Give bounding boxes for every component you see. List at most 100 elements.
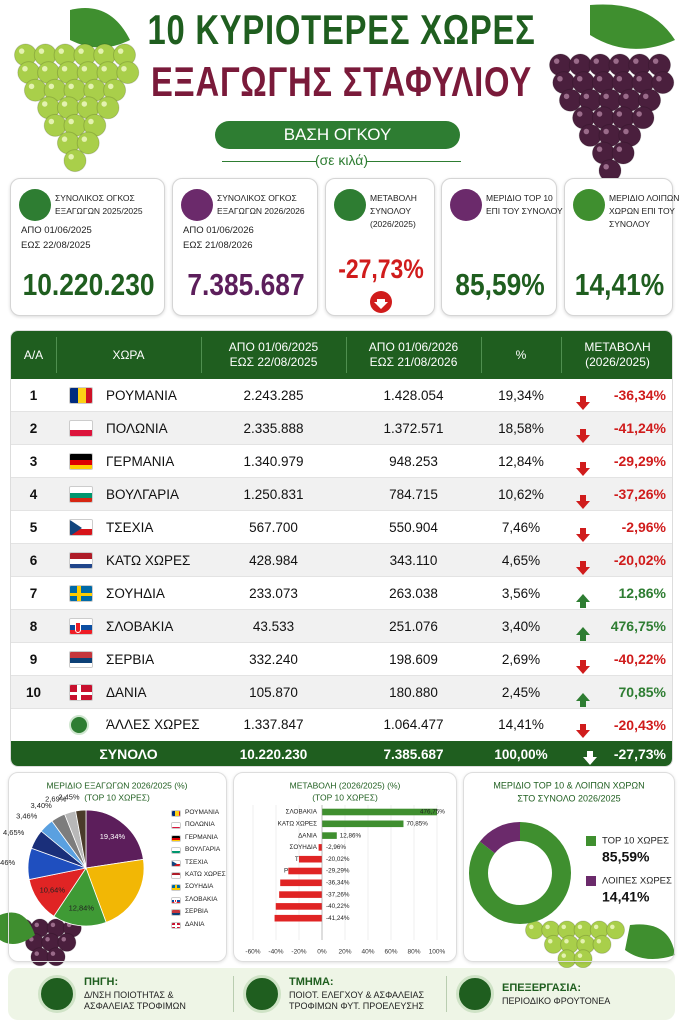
slice-label: 2,69% (45, 795, 67, 804)
flag-cross (175, 922, 177, 928)
leaf (590, 4, 675, 49)
table-cell: 3 (29, 454, 38, 469)
bar (322, 808, 437, 816)
flag-emblem (75, 622, 82, 633)
flag-cross (70, 691, 92, 696)
stat-card: ΣΥΝΟΛΙΚΟΣ ΟΓΚΟΣ ΕΞΑΓΩΓΩΝ 2026/2026 ΑΠΟ 01/… (172, 178, 318, 316)
card-icon (181, 189, 213, 221)
flag (171, 810, 181, 817)
table-cell: ΓΕΡΜΑΝΙΑ (106, 454, 175, 469)
flag (69, 618, 93, 635)
legend-label: ΓΕΡΜΑΝΙΑ (185, 833, 218, 841)
grape-highlight (577, 924, 583, 930)
bar (275, 903, 322, 910)
slice-label: 3,46% (16, 811, 38, 820)
card-value: 7.385.687 (187, 267, 305, 302)
flag-stripe (172, 910, 180, 914)
x-tick-label: 0% (317, 949, 327, 956)
slice-label: 19,34% (100, 832, 126, 841)
card-label: ΣΥΝΟΛΟΥ (609, 219, 651, 229)
table-cell: -41,24% (613, 420, 666, 436)
table-cell: 3,40% (501, 619, 541, 634)
legend-label: ΚΑΤΩ ΧΩΡΕΣ (185, 871, 226, 878)
table-cell: 476,75% (610, 618, 666, 634)
card-label: ΕΞΑΓΩΓΩΝ 2026/2026 (217, 206, 305, 216)
grape-highlight (48, 118, 55, 125)
grape-highlight (656, 76, 662, 82)
bar-value-label: -36,34% (326, 879, 350, 886)
total-row: ΣΥΝΟΛΟ 10.220.230 7.385.687 100,00% -27,73% (11, 741, 672, 766)
card-label: ΧΩΡΩΝ ΕΠΙ ΤΟΥ (609, 206, 675, 216)
grape-highlight (616, 76, 623, 82)
card-label: ΣΥΝΟΛΟΥ (370, 206, 412, 216)
card-value: -27,73% (338, 254, 424, 284)
flag-stripe (172, 914, 180, 916)
stat-card: ΜΕΡΙΔΙΟ ΛΟΙΠΩΝ ΧΩΡΩΝ ΕΠΙ ΤΟΥ ΣΥΝΟΛΟΥ 14,41% (564, 178, 679, 316)
grape-highlight (636, 76, 642, 82)
table-cell: 8 (29, 619, 38, 634)
table-cell: 1.064.477 (383, 717, 444, 732)
footer-title: ΠΗΓΗ: (84, 976, 119, 988)
category-label: ΔΑΝΙΑ (298, 832, 318, 839)
down-arrow (576, 521, 590, 542)
grape-highlight (81, 101, 88, 107)
footer-title: ΤΜΗΜΑ: (289, 976, 334, 988)
footer-text: ΑΣΦΑΛΕΙΑΣ ΤΡΟΦΙΜΩΝ (84, 1001, 186, 1011)
card-icon (19, 189, 51, 221)
data-table: Α/Α ΧΩΡΑ ΑΠΟ 01/06/2025 ΕΩΣ 22/08/2025 ΑΠΟ 0… (10, 330, 673, 767)
legend-swatch (586, 836, 596, 846)
grape-highlight (577, 953, 583, 958)
table-cell: -29,29% (613, 453, 666, 469)
grape-highlight (38, 48, 45, 54)
table-cell: 100,00% (494, 747, 548, 762)
table-row: 6 ΚΑΤΩ ΧΩΡΕΣ 428.984 343.110 4,65% -20,02% (11, 544, 672, 577)
down-arrow (583, 747, 597, 765)
table-cell: 18,58% (498, 421, 544, 436)
grape-highlight (596, 76, 603, 82)
flag-stripe (70, 421, 92, 430)
table-cell: ΣΕΡΒΙΑ (106, 652, 155, 667)
col-divider (56, 337, 57, 373)
flag (171, 872, 181, 879)
grape-highlight (636, 111, 642, 117)
flag-cross (175, 885, 177, 891)
down-arrow (576, 554, 590, 575)
grape-highlight (121, 66, 127, 72)
table-cell: 948.253 (389, 454, 438, 469)
table-cell: -36,34% (613, 387, 666, 403)
grape-highlight (61, 101, 68, 107)
chart-panel (233, 772, 457, 962)
flag-stripe (70, 498, 92, 502)
grape-highlight (593, 58, 599, 64)
grape-highlight (78, 48, 84, 54)
flag-stripe (70, 558, 92, 565)
footer-text: ΠΟΙΟΤ. ΕΛΕΓΧΟΥ & ΑΣΦΑΛΕΙΑΣ (289, 990, 425, 1000)
legend-label: ΣΕΡΒΙΑ (185, 908, 209, 916)
card-icon (450, 189, 482, 221)
bar-value-label: 476,75% (420, 809, 445, 816)
slice-label: 3,40% (31, 801, 53, 810)
table-cell: 6 (29, 553, 38, 568)
grape-highlight (557, 76, 563, 82)
table-row: 7 ΣΟΥΗΔΙΑ 233.073 263.038 3,56% 12,86% (11, 577, 672, 610)
table-cell: 2 (29, 421, 38, 436)
chart-title: ΜΕΡΙΔΙΟ TOP 10 & ΛΟΙΠΩΝ ΧΩΡΩΝ (493, 780, 644, 790)
slice-label: 4,65% (3, 828, 25, 837)
x-tick-label: -60% (245, 949, 260, 956)
grape-highlight (101, 66, 107, 72)
table-cell: 7,46% (501, 520, 541, 535)
flag (69, 486, 93, 503)
table-cell: ΤΣΕΧΙΑ (106, 520, 154, 535)
grape-highlight (61, 136, 68, 142)
grape-highlight (623, 93, 629, 100)
bar (318, 844, 322, 851)
legend-label: ΛΟΙΠΕΣ ΧΩΡΕΣ (602, 876, 672, 887)
donut-slice (469, 822, 571, 924)
x-tick-label: 100% (429, 949, 446, 956)
table-cell: 14,41% (498, 717, 544, 732)
table-cell: 12,84% (498, 454, 544, 469)
grape-highlight (529, 924, 534, 930)
legend-label: ΡΟΥΜΑΝΙΑ (185, 809, 220, 816)
x-tick-label: -20% (291, 949, 306, 956)
bar (322, 832, 337, 839)
